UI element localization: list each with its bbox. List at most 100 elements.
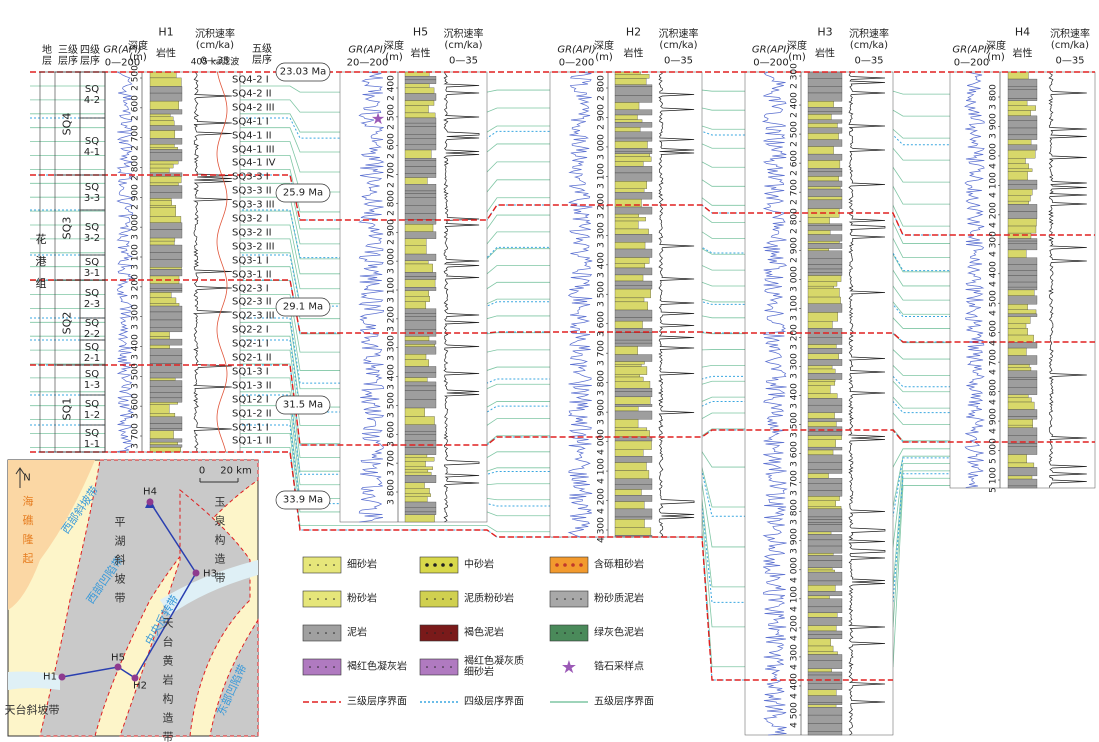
lithology-bed xyxy=(614,427,648,431)
legend-swatch xyxy=(419,556,459,574)
lithology-bed xyxy=(807,281,838,287)
lithology-bed xyxy=(149,423,183,429)
filter-curve xyxy=(216,71,228,453)
column-scale: 0—35 xyxy=(200,55,230,67)
column-header: 四级层序 xyxy=(80,45,100,67)
depth-tick-label: 3 100 xyxy=(596,163,607,190)
lithology-bed xyxy=(404,496,428,503)
lithology-bed xyxy=(1007,286,1038,291)
depth-tick-label: 3 500 xyxy=(789,411,800,438)
lithology-bed xyxy=(149,237,176,242)
lithology-bed xyxy=(614,396,651,405)
depth-tick-label: 4 700 xyxy=(988,349,999,376)
lithology-bed xyxy=(404,193,437,198)
legend-pattern xyxy=(325,598,327,600)
legend-label: 中砂岩 xyxy=(464,559,494,571)
lithology-bed xyxy=(404,117,437,124)
age-label: 33.9 Ma xyxy=(282,494,324,506)
lithology-bed xyxy=(404,469,429,473)
lithology-bed xyxy=(807,119,843,124)
column-header: 地层 xyxy=(42,45,52,67)
lithology-bed xyxy=(614,346,638,355)
column-scale: 0—35 xyxy=(448,55,479,67)
column-scale: 0—200 xyxy=(558,57,595,69)
depth-tick-label: 2 900 xyxy=(130,184,141,211)
lithology-bed xyxy=(404,454,428,458)
depth-tick-label: 4 900 xyxy=(988,408,999,434)
lithology-bed xyxy=(1007,289,1035,296)
lithology-bed xyxy=(807,379,836,382)
legend-label: 粉砂岩 xyxy=(347,593,377,605)
lithology-bed xyxy=(1007,370,1038,378)
lithology-bed xyxy=(614,339,653,344)
lithology-bed xyxy=(614,297,645,303)
lithology-bed xyxy=(807,598,843,608)
lithology-bed xyxy=(149,386,183,393)
lithology-bed xyxy=(807,114,832,120)
fourth-order-label: SQ 2-2 xyxy=(83,318,101,340)
fifth-order-label: SQ4-2 II xyxy=(232,88,272,100)
lithology-bed xyxy=(1007,120,1038,129)
lithology-bed xyxy=(807,365,833,370)
lithology-bed xyxy=(807,702,843,705)
lithology-bed xyxy=(614,410,653,420)
fifth-order-label: SQ3-1 II xyxy=(232,269,272,281)
lithology-bed xyxy=(149,149,183,153)
depth-tick-label: 3 500 xyxy=(130,363,141,390)
lithology-bed xyxy=(614,342,653,347)
fifth-order-label: SQ3-3 II xyxy=(232,185,272,197)
lithology-bed xyxy=(149,222,183,230)
lithology-bed xyxy=(614,354,653,362)
depth-tick-label: 3 300 xyxy=(596,222,607,249)
lithology-bed xyxy=(807,171,843,177)
lithology-bed xyxy=(1007,249,1027,258)
scale-label: 0 xyxy=(198,465,206,477)
depth-tick-label: 3 900 xyxy=(789,527,800,554)
depth-tick-label: 3 000 xyxy=(789,266,800,293)
lithology-bed xyxy=(614,391,653,398)
lithology-bed xyxy=(614,131,653,139)
lithology-bed xyxy=(614,404,653,407)
fifth-order-label: SQ1-3 II xyxy=(232,380,272,392)
fifth-order-label: SQ4-2 I xyxy=(232,74,269,86)
lithology-bed xyxy=(404,177,428,185)
lithology-bed xyxy=(807,225,843,231)
lithology-bed xyxy=(614,309,653,318)
lithology-bed xyxy=(149,147,178,150)
lithology-bed xyxy=(1007,397,1032,403)
lithology-bed xyxy=(1007,98,1038,101)
lithology-bed xyxy=(614,501,645,510)
lithology-bed xyxy=(614,280,653,286)
depth-tick-label: 3 900 xyxy=(596,399,607,426)
lithology-bed xyxy=(807,303,843,313)
fifth-order-label: SQ1-2 II xyxy=(232,408,272,420)
lithology-bed xyxy=(807,250,843,259)
lithology-bed xyxy=(807,496,840,501)
legend-pattern xyxy=(434,598,436,600)
lithology-bed xyxy=(404,79,437,84)
lithology-bed xyxy=(404,263,433,273)
column-header: 岩性 xyxy=(815,48,835,60)
depth-tick-label: 3 800 xyxy=(386,479,397,505)
lithology-bed xyxy=(614,148,653,152)
lithology-bed xyxy=(149,192,183,199)
legend-swatch xyxy=(302,658,342,676)
legend-pattern xyxy=(563,563,567,567)
depth-tick-label: 4 300 xyxy=(596,517,607,543)
lithology-bed xyxy=(807,368,836,374)
third-order-label: SQ3 xyxy=(60,216,74,239)
column-header: 岩性 xyxy=(410,48,431,60)
lithology-bed xyxy=(149,207,176,217)
age-label: 25.9 Ma xyxy=(282,187,324,199)
fourth-order-boundary xyxy=(30,424,1095,603)
lithology-bed xyxy=(807,469,843,474)
lithology-bed xyxy=(404,493,431,497)
lithology-bed xyxy=(807,612,838,618)
lithology-bed xyxy=(404,514,435,523)
lithology-bed xyxy=(1007,275,1038,283)
lithology-bed xyxy=(404,100,435,106)
lithology-bed xyxy=(404,301,427,309)
map-well-label: H2 xyxy=(133,680,147,692)
depth-tick-label: 3 200 xyxy=(130,273,141,300)
lithology-bed xyxy=(404,144,437,151)
